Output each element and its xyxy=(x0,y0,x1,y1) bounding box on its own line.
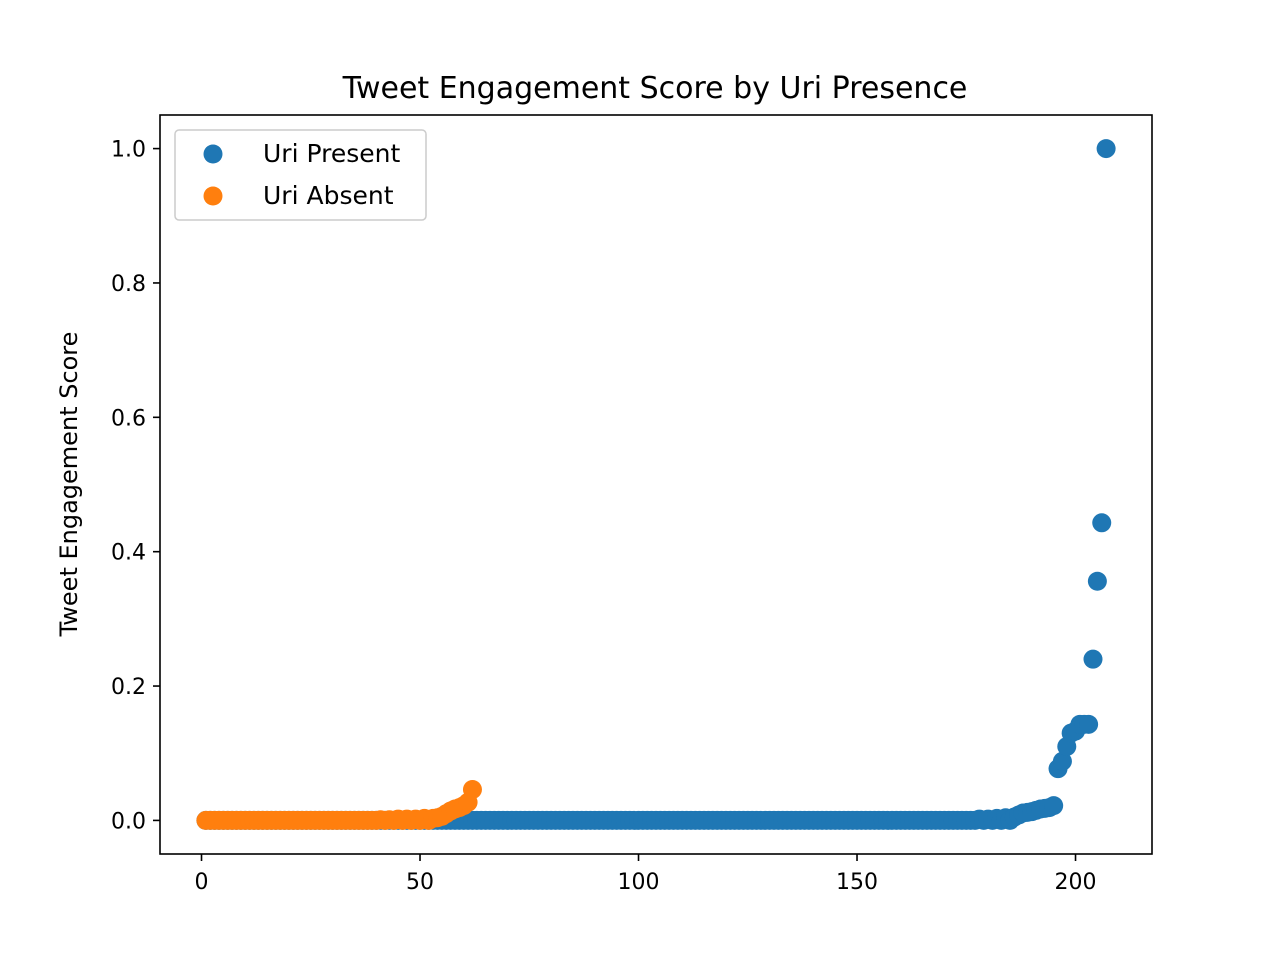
x-tick-label: 150 xyxy=(836,870,878,895)
data-point xyxy=(1079,714,1099,734)
legend: Uri Present Uri Absent xyxy=(174,129,427,221)
data-point xyxy=(462,780,482,800)
plot-area xyxy=(196,139,1116,830)
x-tick-label: 200 xyxy=(1055,870,1097,895)
y-tick-label: 0.2 xyxy=(111,675,146,700)
y-tick-label: 0.8 xyxy=(111,272,146,297)
legend-marker xyxy=(203,186,223,206)
data-point xyxy=(1096,139,1116,159)
legend-box xyxy=(174,129,427,221)
x-tick-label: 100 xyxy=(618,870,660,895)
series-1-points xyxy=(196,780,482,830)
chart-title: Tweet Engagement Score by Uri Presence xyxy=(342,71,968,106)
y-tick-label: 0.0 xyxy=(111,809,146,834)
axes: 0 50 100 150 200 0.0 0.2 0.4 0.6 0.8 1.0 xyxy=(111,114,1153,895)
x-tick-label: 50 xyxy=(406,870,434,895)
x-tick-label: 0 xyxy=(195,870,209,895)
data-point xyxy=(1083,649,1103,669)
data-point xyxy=(1044,796,1064,816)
data-point xyxy=(1052,751,1072,771)
y-tick-label: 0.4 xyxy=(111,541,146,566)
legend-label: Uri Present xyxy=(263,139,400,168)
legend-marker xyxy=(203,144,223,164)
data-point xyxy=(1092,513,1112,533)
data-point xyxy=(1087,571,1107,591)
y-tick-label: 1.0 xyxy=(111,138,146,163)
legend-label: Uri Absent xyxy=(263,181,394,210)
y-axis-label: Tweet Engagement Score xyxy=(55,332,83,638)
axes-frame xyxy=(159,114,1153,855)
y-tick-label: 0.6 xyxy=(111,406,146,431)
